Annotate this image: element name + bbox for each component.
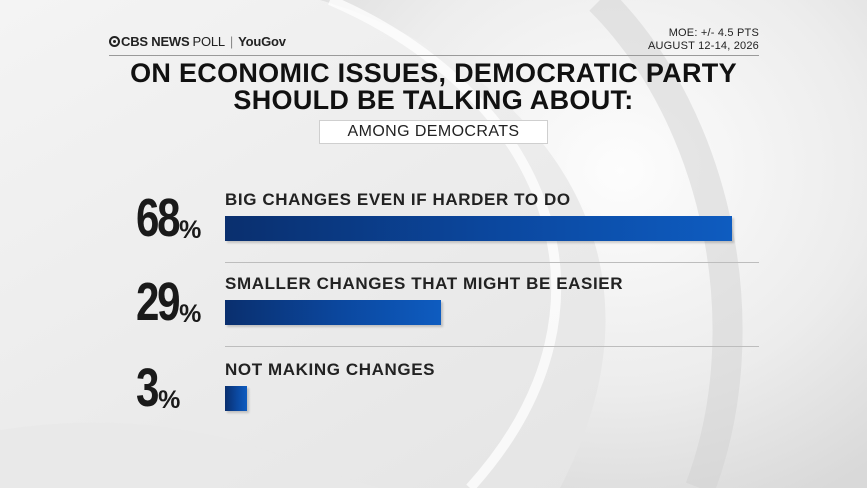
cbs-eye-icon: [109, 36, 120, 47]
bar-value-label: 3%: [136, 358, 180, 418]
bar-category-label: NOT MAKING CHANGES: [225, 360, 436, 379]
percent-sign: %: [179, 216, 202, 244]
bar-value-label: 68%: [136, 188, 201, 248]
poll-dates: AUGUST 12-14, 2026: [647, 40, 759, 52]
bar-row: 29% SMALLER CHANGES THAT MIGHT BE EASIER: [0, 267, 867, 337]
row-divider: [225, 346, 759, 347]
bar-value-number: 68: [136, 188, 181, 248]
bar: [225, 216, 732, 241]
bar-value-number: 29: [136, 272, 181, 332]
bar-value-number: 3: [136, 358, 159, 418]
brand-separator: |: [229, 34, 234, 49]
chart-title: ON ECONOMIC ISSUES, DEMOCRATIC PARTY SHO…: [80, 60, 787, 114]
bar-row: 68% BIG CHANGES EVEN IF HARDER TO DO: [0, 183, 867, 253]
title-line-2: SHOULD BE TALKING ABOUT:: [233, 85, 634, 115]
bar-row: 3% NOT MAKING CHANGES: [0, 353, 867, 423]
subgroup-tag: AMONG DEMOCRATS: [319, 120, 548, 144]
poll-label: POLL: [192, 34, 225, 49]
percent-sign: %: [179, 300, 202, 328]
bar: [225, 386, 247, 411]
bar: [225, 300, 441, 325]
percent-sign: %: [158, 386, 181, 414]
bar-category-label: BIG CHANGES EVEN IF HARDER TO DO: [225, 190, 571, 209]
header-rule: [109, 55, 759, 56]
bar-category-label: SMALLER CHANGES THAT MIGHT BE EASIER: [225, 274, 624, 293]
bar-value-label: 29%: [136, 272, 201, 332]
cbs-news-poll-logo: CBS NEWS POLL | YouGov: [109, 34, 286, 49]
row-divider: [225, 262, 759, 263]
brand-name: CBS NEWS: [121, 34, 190, 49]
poll-meta: MOE: +/- 4.5 PTS AUGUST 12-14, 2026: [648, 27, 759, 53]
title-line-1: ON ECONOMIC ISSUES, DEMOCRATIC PARTY: [130, 58, 737, 88]
margin-of-error: MOE: +/- 4.5 PTS: [668, 27, 759, 39]
partner-name: YouGov: [238, 34, 286, 49]
